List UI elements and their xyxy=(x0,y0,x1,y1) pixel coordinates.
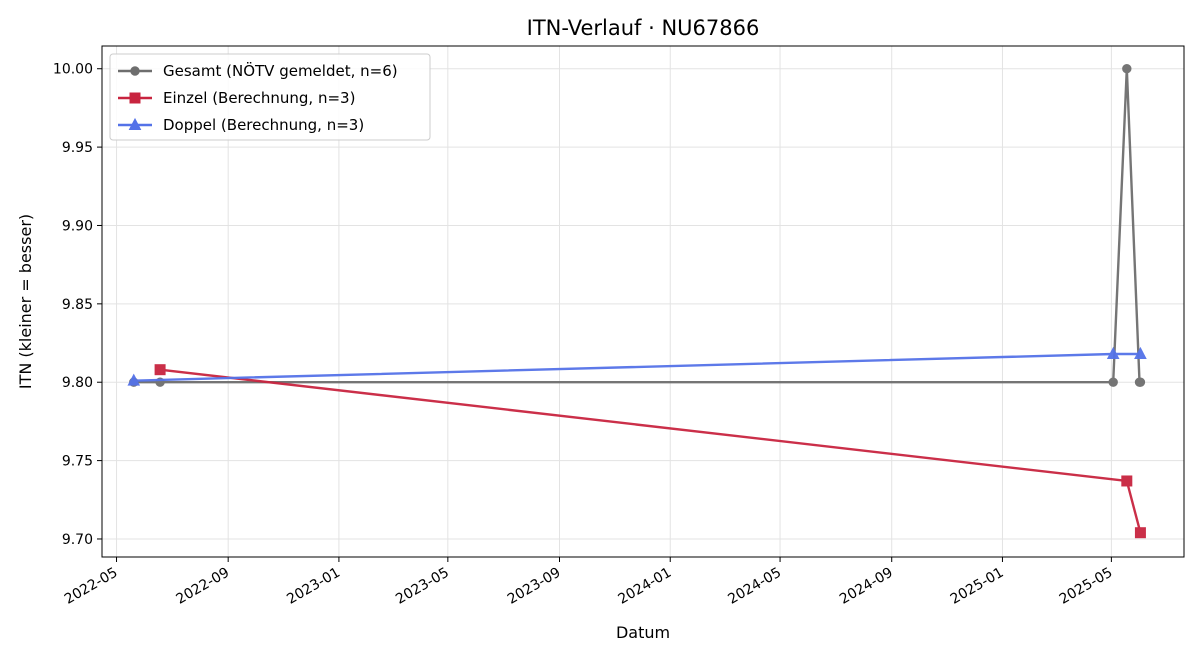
legend-box xyxy=(109,53,431,141)
chart-title: ITN-Verlauf · NU67866 xyxy=(527,16,760,40)
y-tick-label: 9.85 xyxy=(62,297,93,313)
y-tick-label: 10.00 xyxy=(53,62,93,78)
data-point xyxy=(1134,527,1146,539)
series-2 xyxy=(127,346,1147,386)
data-point xyxy=(1121,475,1133,487)
data-point xyxy=(154,364,166,376)
series-1 xyxy=(154,364,1146,539)
plot-frame xyxy=(101,45,1185,558)
y-tick-label: 9.80 xyxy=(62,375,93,391)
series-line-1 xyxy=(159,368,1142,534)
x-tick-label: 2024-05 xyxy=(725,565,784,608)
x-tick-label: 2024-09 xyxy=(837,565,896,608)
y-tick-label: 9.90 xyxy=(62,218,93,234)
x-tick-label: 2022-05 xyxy=(62,565,121,608)
data-point xyxy=(127,373,141,386)
legend-label: Einzel (Berechnung, n=3) xyxy=(163,89,355,107)
y-tick-label: 9.70 xyxy=(62,532,93,548)
x-axis-label: Datum xyxy=(616,623,670,642)
data-point xyxy=(1122,64,1132,74)
legend-label: Gesamt (NÖTV gemeldet, n=6) xyxy=(163,61,398,80)
legend-label: Doppel (Berechnung, n=3) xyxy=(163,116,364,134)
series-line-2 xyxy=(133,352,1141,382)
x-tick-label: 2024-01 xyxy=(616,565,675,608)
x-tick-label: 2022-09 xyxy=(174,565,233,608)
legend-marker xyxy=(130,66,140,76)
legend-marker xyxy=(128,117,142,130)
axis-ticks: 9.70 9.75 9.80 9.85 9.90 9.95 10.00 2022-05 2022… xyxy=(53,62,1115,608)
data-point xyxy=(1135,377,1146,387)
y-axis-label: ITN (kleiner = besser) xyxy=(16,214,35,389)
x-tick-label: 2023-01 xyxy=(284,565,343,608)
x-tick-label: 2023-05 xyxy=(393,565,452,608)
x-tick-label: 2023-09 xyxy=(505,565,564,608)
y-tick-label: 9.95 xyxy=(62,140,93,156)
x-tick-label: 2025-05 xyxy=(1057,565,1116,608)
legend: Gesamt (NÖTV gemeldet, n=6) Einzel (Berec… xyxy=(109,53,431,141)
legend-marker xyxy=(129,92,141,104)
x-tick-label: 2025-01 xyxy=(948,565,1007,608)
data-point xyxy=(1108,377,1118,387)
series-layer xyxy=(127,64,1147,539)
data-point xyxy=(1134,346,1147,360)
y-tick-label: 9.75 xyxy=(62,454,93,470)
data-point xyxy=(1106,346,1120,360)
